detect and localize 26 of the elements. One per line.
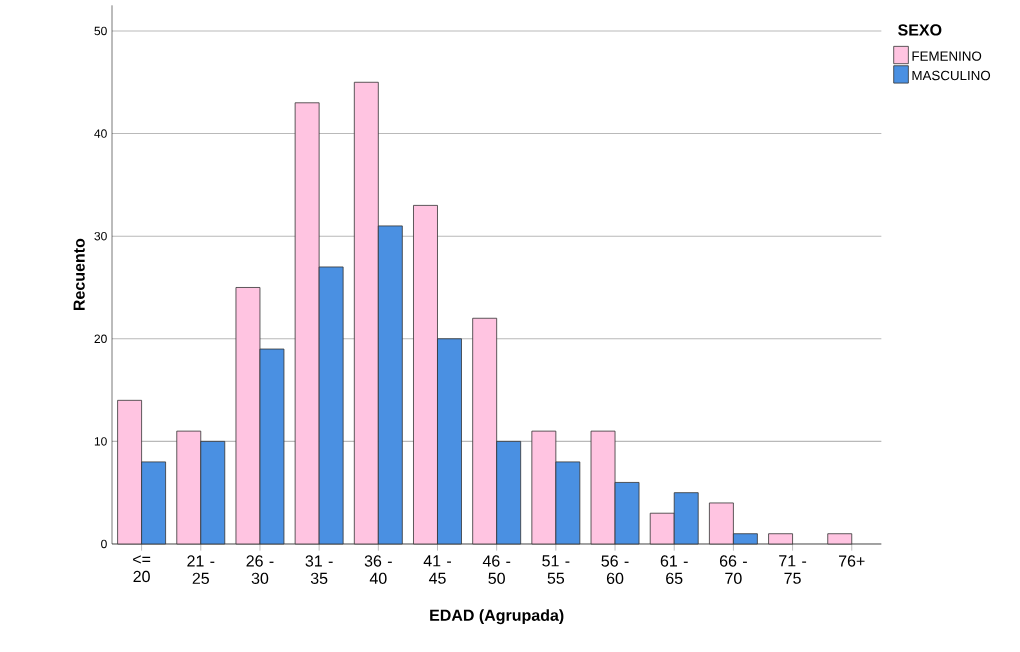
y-tick-label: 20 (94, 334, 107, 344)
x-tick-label: 46 - 50 (482, 555, 511, 585)
bar (827, 533, 853, 545)
y-tick-label: 10 (94, 437, 107, 446)
legend-label: MASCULINO (912, 70, 991, 81)
x-tick-label: 31 - 35 (305, 555, 333, 585)
x-tick-label: 61 - 65 (660, 555, 688, 585)
y-tick-label: 40 (94, 129, 107, 138)
x-tick-label: 41 - 45 (423, 555, 452, 584)
x-tick-label: <= 20 (133, 555, 151, 583)
x-tick-label: 36 - 40 (364, 555, 392, 585)
y-tick-label: 50 (94, 26, 107, 36)
x-tick-label: 66 - 70 (719, 555, 747, 585)
x-tick-label: 21 - 25 (187, 555, 215, 585)
bar (768, 533, 793, 545)
x-axis-title: EDAD (Agrupada) (430, 609, 564, 625)
x-tick-label: 76+ (838, 555, 865, 567)
y-tick-label: 0 (101, 539, 107, 549)
x-tick-label: 56 - 60 (601, 555, 629, 585)
x-tick-label: 71 - 75 (779, 555, 807, 584)
y-tick-label: 30 (94, 231, 107, 241)
y-axis-title: Recuento (73, 238, 85, 311)
x-tick-label: 26 - 30 (246, 555, 274, 585)
x-tick-label: 51 - 55 (542, 555, 570, 584)
legend-label: FEMENINO (912, 51, 982, 61)
legend-title: SEXO (898, 24, 942, 36)
